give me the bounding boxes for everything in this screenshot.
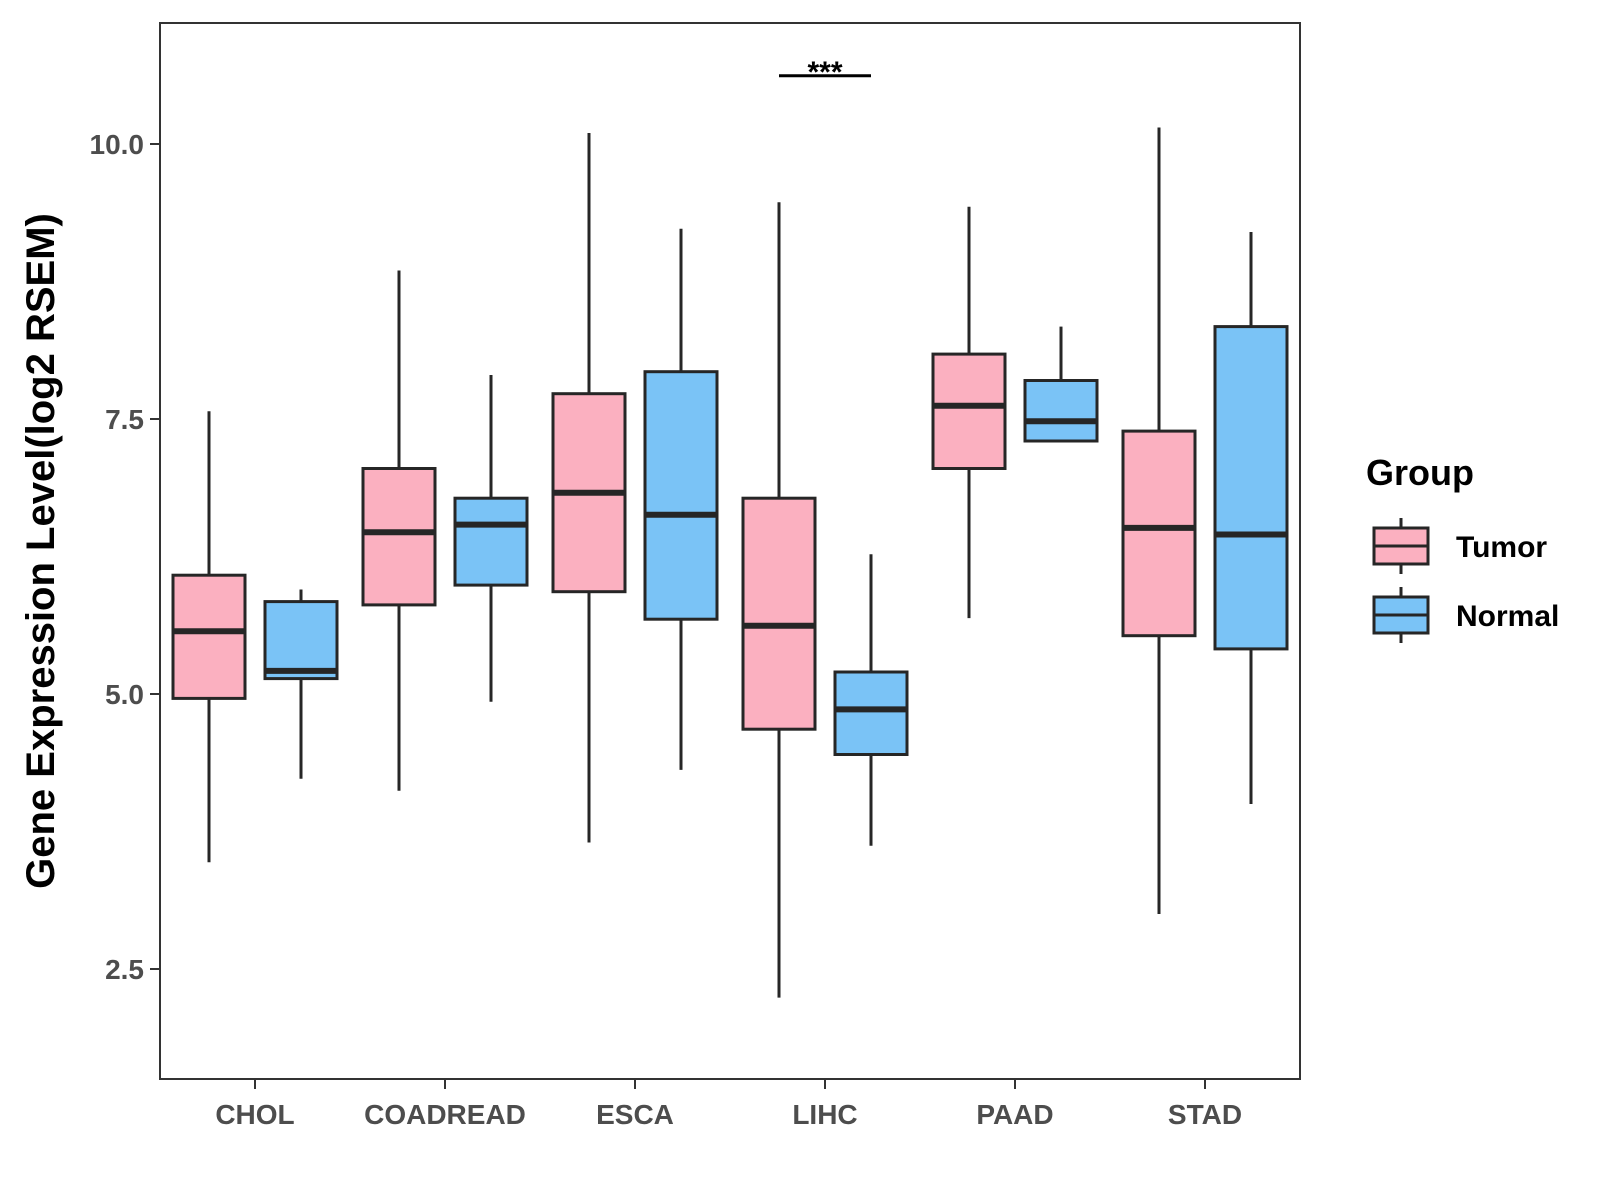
legend-title: Group xyxy=(1366,452,1474,493)
x-tick-label: COADREAD xyxy=(364,1099,526,1130)
box-body xyxy=(643,370,719,621)
box-tumor-lihc xyxy=(741,202,817,998)
box-body xyxy=(361,467,437,607)
legend-label: Normal xyxy=(1456,600,1559,633)
box-tumor-chol xyxy=(171,411,247,863)
x-tick-label: CHOL xyxy=(215,1099,294,1130)
box-body xyxy=(931,352,1007,471)
y-tick-label: 5.0 xyxy=(105,679,144,710)
box-normal-coadread xyxy=(453,375,529,702)
x-tick-label: STAD xyxy=(1168,1099,1242,1130)
y-tick-label: 10.0 xyxy=(90,129,145,160)
y-axis: 2.5 5.0 7.5 10.0 xyxy=(90,129,160,985)
significance-label: *** xyxy=(807,56,842,89)
box-tumor-esca xyxy=(551,133,627,843)
box-body xyxy=(741,496,817,731)
y-axis-title: Gene Expression Level(log2 RSEM) xyxy=(19,213,63,889)
legend-item-normal: Normal xyxy=(1372,587,1559,643)
panel-border xyxy=(159,22,1301,1080)
box-normal-lihc xyxy=(833,554,909,846)
legend-label: Tumor xyxy=(1456,531,1547,564)
box-body xyxy=(453,496,529,587)
box-body xyxy=(263,600,339,681)
box-body xyxy=(1023,379,1099,443)
box-normal-esca xyxy=(643,228,719,770)
x-tick-label: LIHC xyxy=(792,1099,857,1130)
x-axis: CHOL COADREAD ESCA LIHC PAAD STAD xyxy=(215,1079,1242,1130)
legend: Group Tumor Normal xyxy=(1366,452,1559,643)
box-tumor-paad xyxy=(931,206,1007,619)
box-tumor-coadread xyxy=(361,270,437,791)
y-tick-label: 7.5 xyxy=(105,404,144,435)
x-tick-label: ESCA xyxy=(596,1099,674,1130)
box-body xyxy=(171,573,247,700)
box-body xyxy=(1213,325,1289,651)
significance-annotations: *** xyxy=(779,56,871,89)
box-tumor-stad xyxy=(1121,127,1197,914)
x-tick-label: PAAD xyxy=(976,1099,1053,1130)
box-body xyxy=(833,670,909,756)
box-body xyxy=(1121,429,1197,638)
box-normal-chol xyxy=(263,589,339,779)
box-normal-stad xyxy=(1213,232,1289,804)
box-normal-paad xyxy=(1023,326,1099,443)
box-series-group xyxy=(171,127,1289,998)
legend-item-tumor: Tumor xyxy=(1372,518,1547,574)
y-tick-label: 2.5 xyxy=(105,954,144,985)
